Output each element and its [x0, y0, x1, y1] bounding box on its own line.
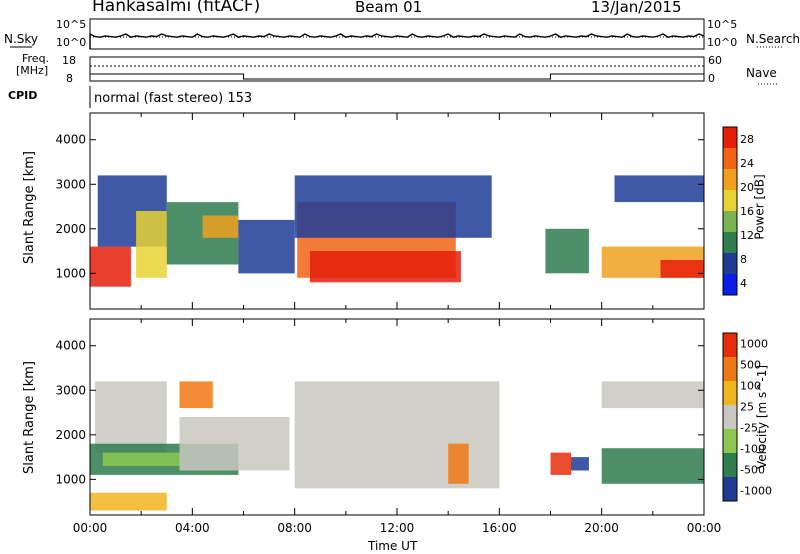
beam-label: Beam 01 [355, 0, 423, 16]
power-region [310, 251, 461, 283]
velocity-ytick-label: 1000 [55, 472, 86, 486]
nave-label: Nave [746, 66, 777, 80]
nave-tick-bottom: 0 [708, 72, 715, 85]
power-colorbar-cell [723, 253, 737, 274]
cpid-value: normal (fast stereo) 153 [94, 91, 253, 106]
power-colorbar-cell [723, 190, 737, 211]
velocity-colorbar-cell [723, 429, 737, 453]
velocity-region [601, 448, 704, 484]
nsky-series-line [89, 32, 705, 49]
nsky-panel-frame [89, 18, 705, 50]
nsky-tick-bottom: 10^0 [56, 36, 87, 49]
power-colorbar-frame [722, 126, 738, 296]
station-title: Hankasalmi (fitACF) [92, 0, 261, 16]
power-region [294, 175, 492, 238]
power-colorbar-cell [723, 274, 737, 295]
velocity-colorbar-cell [723, 477, 737, 501]
nave-tick-top: 60 [708, 54, 722, 67]
nsky-label: N.Sky [4, 32, 39, 46]
power-ytick-label: 4000 [55, 133, 86, 147]
velocity-region [95, 381, 167, 453]
freq-tick-bottom: 8 [66, 72, 73, 85]
power-colorbar-tick: 28 [740, 133, 754, 146]
velocity-colorbar-tick: 500 [740, 359, 761, 372]
date-label: 13/Jan/2015 [591, 0, 682, 16]
velocity-region [571, 457, 589, 471]
velocity-ytick-label: 3000 [55, 383, 86, 397]
power-region [238, 219, 295, 274]
power-colorbar-cell [723, 232, 737, 253]
power-colorbar-tick: 24 [740, 157, 754, 170]
x-tick-label: 00:00 [687, 521, 722, 535]
x-tick-label: 16:00 [482, 521, 517, 535]
power-region [202, 215, 239, 238]
velocity-colorbar-tick: 25 [740, 401, 754, 414]
velocity-region [90, 492, 167, 511]
freq-label-line2: [MHz] [16, 64, 49, 77]
power-colorbar-tick: 20 [740, 181, 754, 194]
velocity-region [448, 443, 469, 484]
x-tick-label: 20:00 [584, 521, 619, 535]
freq-tick-top: 18 [62, 54, 76, 67]
x-axis-label: Time UT [368, 539, 418, 553]
velocity-colorbar-frame [722, 332, 738, 502]
velocity-region [550, 452, 571, 475]
power-colorbar-tick: 16 [740, 205, 754, 218]
velocity-colorbar-tick: -1000 [740, 485, 772, 498]
nsearch-tick-top: 10^5 [707, 18, 738, 31]
velocity-colorbar-tick: 100 [740, 380, 761, 393]
freq-label-line1: Freq. [22, 52, 50, 65]
power-ytick-label: 2000 [55, 222, 86, 236]
x-tick-label: 04:00 [175, 521, 210, 535]
power-colorbar-cell [723, 127, 737, 148]
power-colorbar-cell [723, 211, 737, 232]
nsearch-tick-bottom: 10^0 [707, 36, 738, 49]
velocity-region [179, 381, 213, 409]
velocity-colorbar-tick: -100 [740, 443, 765, 456]
x-tick-label: 00:00 [73, 521, 108, 535]
power-region [614, 175, 704, 203]
velocity-region [601, 381, 704, 409]
power-region [545, 228, 589, 274]
velocity-colorbar-tick: 1000 [740, 338, 768, 351]
power-region [136, 211, 167, 278]
power-region [660, 260, 704, 278]
power-ytick-label: 3000 [55, 177, 86, 191]
power-ytick-label: 1000 [55, 266, 86, 280]
velocity-colorbar-tick: -500 [740, 464, 765, 477]
velocity-colorbar-tick: -25 [740, 422, 758, 435]
velocity-colorbar-cell [723, 453, 737, 477]
power-colorbar-cell [723, 148, 737, 169]
velocity-region [179, 417, 290, 471]
power-colorbar-cell [723, 169, 737, 190]
nsearch-label: N.Search [746, 32, 800, 46]
nsky-tick-top: 10^5 [56, 18, 87, 31]
x-tick-label: 08:00 [277, 521, 312, 535]
x-tick-label: 12:00 [380, 521, 415, 535]
freq-series-line [90, 73, 704, 80]
velocity-colorbar-cell [723, 405, 737, 429]
freq-panel-frame [89, 56, 705, 82]
velocity-colorbar-cell [723, 357, 737, 381]
velocity-region [102, 452, 180, 466]
velocity-ytick-label: 4000 [55, 339, 86, 353]
cpid-label: CPID [8, 89, 38, 102]
velocity-colorbar-cell [723, 333, 737, 357]
velocity-ytick-label: 2000 [55, 428, 86, 442]
velocity-colorbar-cell [723, 381, 737, 405]
power-colorbar-tick: 8 [740, 253, 747, 266]
power-colorbar-tick: 12 [740, 229, 754, 242]
power-region [90, 246, 131, 287]
power-colorbar-tick: 4 [740, 277, 747, 290]
